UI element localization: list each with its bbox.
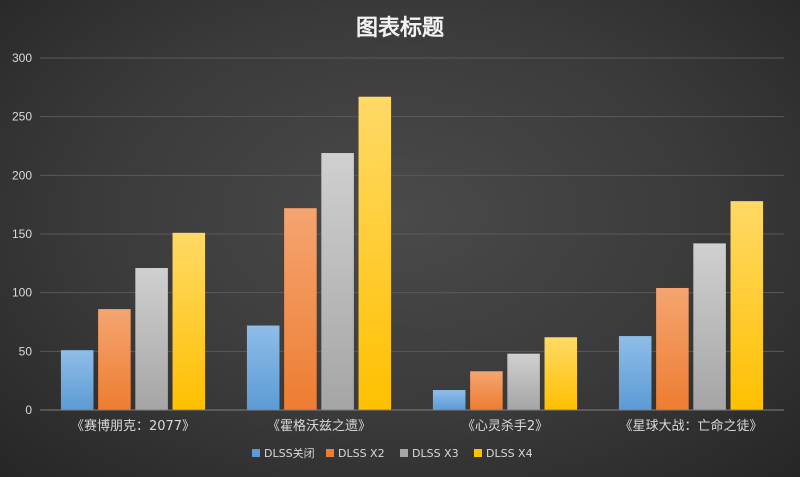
legend-label: DLSS X2: [338, 447, 385, 460]
bar-dlss-x4: [358, 96, 392, 410]
bar-dlss-x4: [172, 232, 206, 410]
y-tick-label: 100: [12, 286, 32, 300]
bar-dlss关闭: [246, 325, 280, 410]
legend-swatch: [252, 449, 260, 457]
bar-dlss-x2: [284, 208, 317, 410]
x-category-label: 《星球大战：亡命之徒》: [619, 418, 762, 434]
bar-dlss-x3: [321, 153, 354, 411]
legend-swatch: [474, 449, 482, 457]
legend-label: DLSS X4: [486, 447, 533, 460]
bar-dlss关闭: [618, 336, 652, 410]
bar-dlss-x4: [544, 337, 578, 410]
bars: [60, 96, 764, 411]
bar-dlss-x4: [730, 201, 764, 410]
axes: 0 50 100 150 200 250 300 《赛博朋克：2077》 《霍格沃兹之遗》 《心灵…: [12, 51, 784, 434]
y-tick-label: 0: [25, 403, 32, 417]
y-tick-label: 50: [19, 344, 33, 358]
y-tick-label: 200: [12, 168, 32, 182]
y-tick-label: 250: [12, 110, 32, 124]
bar-dlss-x3: [135, 268, 168, 410]
chart-title: 图表标题: [355, 16, 444, 41]
bar-dlss-x3: [507, 353, 540, 410]
x-category-label: 《霍格沃兹之遗》: [267, 418, 371, 434]
legend-swatch: [400, 449, 408, 457]
legend-label: DLSS X3: [412, 447, 459, 460]
bar-dlss关闭: [60, 350, 94, 410]
y-tick-label: 300: [12, 51, 32, 65]
bar-dlss关闭: [432, 390, 466, 410]
bar-dlss-x2: [470, 371, 503, 410]
x-category-label: 《赛博朋克：2077》: [71, 418, 195, 434]
legend: DLSS关闭 DLSS X2 DLSS X3 DLSS X4: [252, 446, 533, 460]
y-tick-label: 150: [12, 227, 32, 241]
bar-dlss-x2: [98, 309, 131, 410]
bar-dlss-x3: [693, 243, 726, 410]
legend-label: DLSS关闭: [264, 446, 315, 460]
bar-dlss-x2: [656, 287, 689, 410]
legend-swatch: [326, 449, 334, 457]
x-category-label: 《心灵杀手2》: [462, 419, 548, 434]
